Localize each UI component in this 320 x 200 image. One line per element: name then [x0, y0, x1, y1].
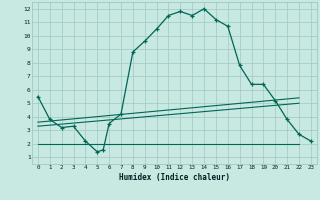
X-axis label: Humidex (Indice chaleur): Humidex (Indice chaleur)	[119, 173, 230, 182]
